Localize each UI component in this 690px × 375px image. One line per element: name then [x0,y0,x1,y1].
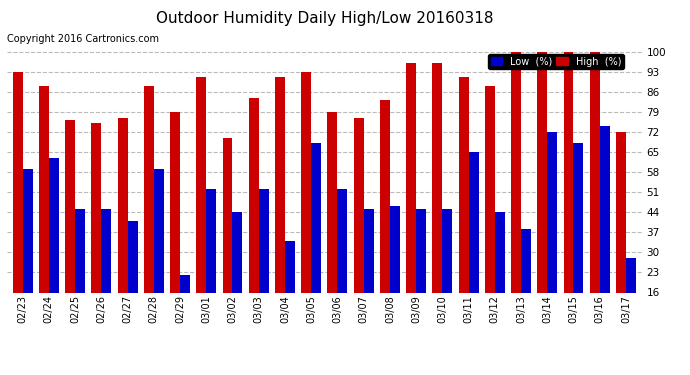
Bar [459,77,469,338]
Bar [600,126,610,338]
Text: Outdoor Humidity Daily High/Low 20160318: Outdoor Humidity Daily High/Low 20160318 [155,11,493,26]
Bar [233,212,242,338]
Bar [573,143,584,338]
Bar [285,241,295,338]
Bar [328,112,337,338]
Bar [275,77,285,338]
Bar [590,52,600,338]
Bar [249,98,259,338]
Bar [170,112,180,338]
Bar [154,169,164,338]
Bar [101,209,111,338]
Text: Copyright 2016 Cartronics.com: Copyright 2016 Cartronics.com [7,34,159,44]
Bar [206,189,216,338]
Bar [433,63,442,338]
Bar [196,77,206,338]
Bar [469,152,479,338]
Bar [626,258,636,338]
Bar [91,123,101,338]
Bar [259,189,268,338]
Bar [406,63,416,338]
Bar [12,72,23,338]
Bar [547,132,558,338]
Bar [495,212,505,338]
Bar [364,209,373,338]
Bar [616,132,626,338]
Bar [128,221,137,338]
Bar [302,72,311,338]
Bar [380,100,390,338]
Bar [65,120,75,338]
Bar [538,52,547,338]
Bar [75,209,85,338]
Legend: Low  (%), High  (%): Low (%), High (%) [488,54,624,69]
Bar [511,52,521,338]
Bar [564,52,573,338]
Bar [180,275,190,338]
Bar [117,118,128,338]
Bar [23,169,32,338]
Bar [49,158,59,338]
Bar [337,189,347,338]
Bar [311,143,321,338]
Bar [144,86,154,338]
Bar [354,118,364,338]
Bar [416,209,426,338]
Bar [39,86,49,338]
Bar [521,230,531,338]
Bar [485,86,495,338]
Bar [442,209,453,338]
Bar [222,138,233,338]
Bar [390,207,400,338]
